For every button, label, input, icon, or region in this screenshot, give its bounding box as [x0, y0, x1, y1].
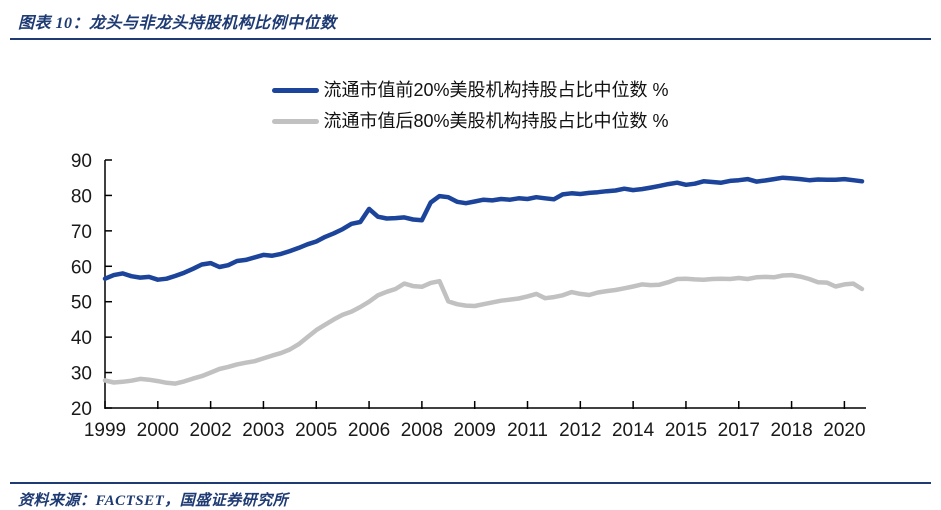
x-tick-label: 1999	[84, 420, 126, 441]
chart-legend: 流通市值前20%美股机构持股占比中位数 % 流通市值后80%美股机构持股占比中位…	[0, 80, 941, 132]
series-line-top20	[102, 175, 865, 282]
y-tick-label: 80	[71, 186, 92, 207]
source-note: 资料来源：FACTSET，国盛证券研究所	[18, 493, 289, 509]
y-tick-label: 20	[71, 399, 92, 420]
figure-title: 图表 10：龙头与非龙头持股机构比例中位数	[18, 15, 337, 32]
x-tick-label: 2008	[401, 420, 443, 441]
x-tick-label: 2011	[507, 420, 548, 441]
x-tick-label: 2009	[454, 420, 496, 441]
y-tick-label: 60	[71, 257, 92, 278]
x-tick-label: 2015	[665, 420, 707, 441]
line-chart: 20 30 40 50 60 70 80 90 1999 2000 2002 2003 2005 2006…	[71, 151, 866, 441]
y-tick-label: 40	[71, 328, 92, 349]
series-line-bottom80	[102, 272, 865, 386]
footer-divider	[10, 482, 931, 484]
x-tick-label: 2020	[823, 420, 865, 441]
x-tick-label: 2003	[242, 420, 284, 441]
figure-title-bar: 图表 10：龙头与非龙头持股机构比例中位数	[0, 0, 941, 38]
legend-label-top20: 流通市值前20%美股机构持股占比中位数 %	[323, 80, 669, 100]
x-tick-label: 2002	[189, 420, 231, 441]
x-tick-label: 2014	[612, 420, 655, 441]
x-tick-label: 2006	[348, 420, 390, 441]
x-tick-label: 2012	[559, 420, 601, 441]
legend-swatch-bottom80-icon	[272, 119, 320, 124]
y-tick-label: 90	[71, 151, 92, 172]
legend-label-bottom80: 流通市值后80%美股机构持股占比中位数 %	[323, 111, 669, 131]
y-tick-label: 50	[71, 293, 92, 314]
title-divider	[10, 38, 931, 40]
legend-item-top20: 流通市值前20%美股机构持股占比中位数 %	[272, 80, 669, 101]
x-tick-label: 2005	[295, 420, 337, 441]
x-tick-label: 2018	[770, 420, 812, 441]
legend-swatch-top20-icon	[272, 88, 320, 93]
x-tick-label: 2017	[718, 420, 760, 441]
legend-item-bottom80: 流通市值后80%美股机构持股占比中位数 %	[272, 111, 669, 132]
y-tick-label: 30	[71, 364, 92, 385]
y-tick-label: 70	[71, 222, 92, 243]
x-tick-label: 2000	[137, 420, 179, 441]
